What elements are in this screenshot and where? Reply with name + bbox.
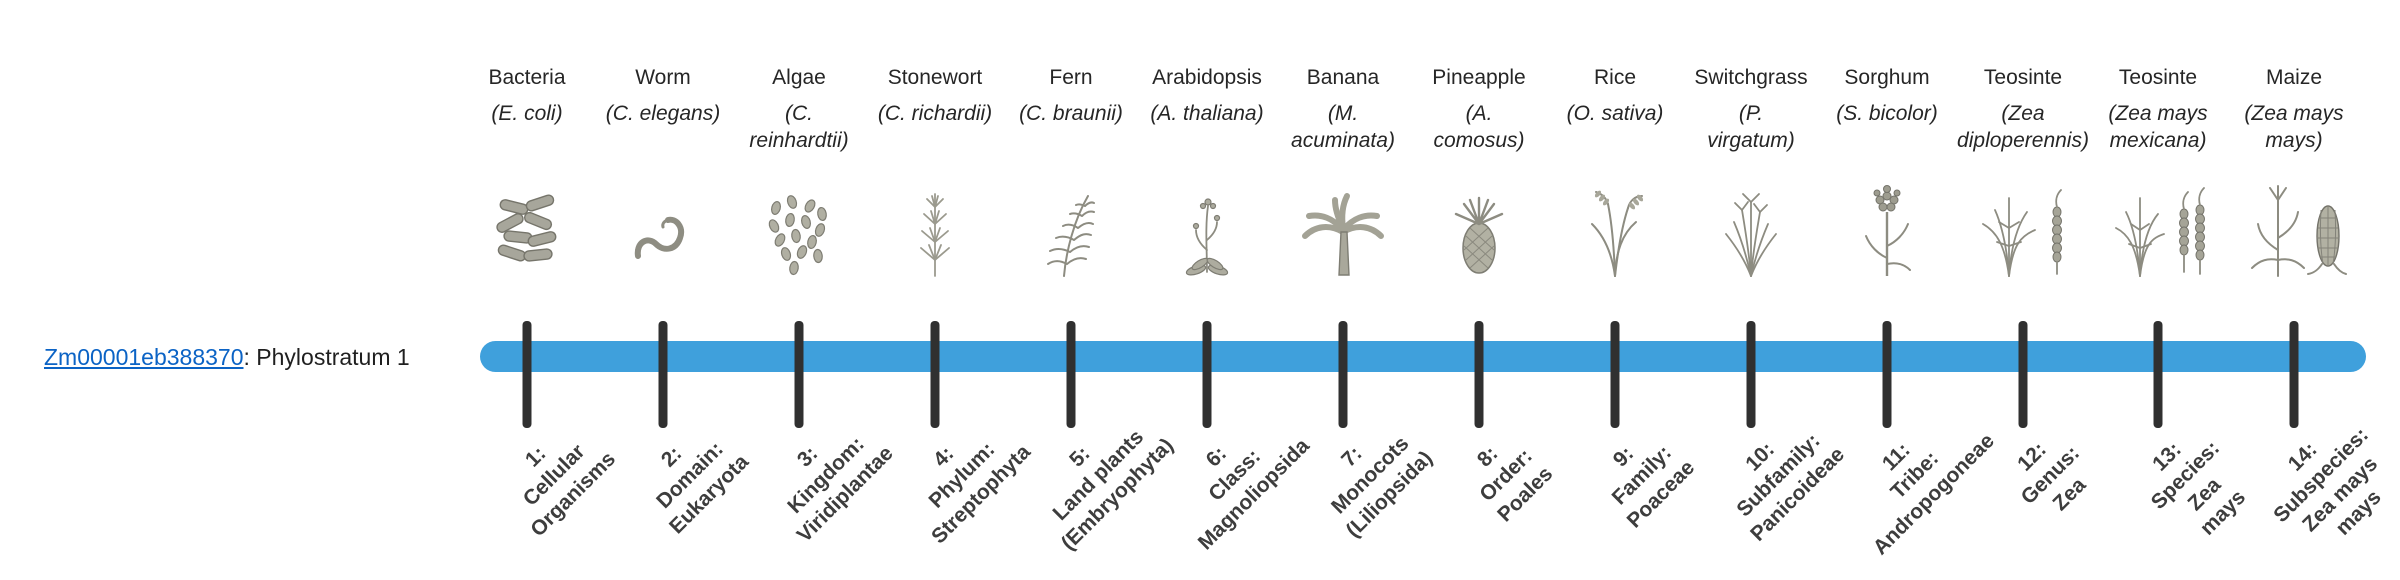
algae-icon [762, 180, 836, 280]
timeline-bar [480, 341, 2366, 372]
organism-scientific-name: (M. acuminata) [1291, 102, 1395, 153]
timeline-tick [1746, 321, 1756, 428]
teosinte-diploperennis-icon [1969, 180, 2077, 280]
organism-common-name: Worm [635, 66, 691, 89]
gene-id-link[interactable]: Zm00001eb388370 [44, 344, 244, 370]
phylostratum-label: : Phylostratum 1 [243, 344, 410, 370]
teosinte-mexicana-icon [2104, 180, 2212, 280]
organism-scientific-name: (Zea mays mexicana) [2108, 102, 2208, 153]
organism-common-name: Pineapple [1432, 66, 1526, 89]
organism-scientific-name: (E. coli) [491, 102, 563, 125]
maize-icon [2240, 180, 2348, 280]
timeline-tick [658, 321, 668, 428]
organism-common-name: Bacteria [488, 66, 566, 89]
stonewort-icon [898, 180, 972, 280]
fern-icon [1034, 180, 1108, 280]
organism-common-name: Teosinte [2118, 66, 2198, 89]
organism-common-name: Fern [1049, 66, 1093, 89]
organism-scientific-name: (C. braunii) [1019, 102, 1123, 125]
organism-common-name: Stonewort [887, 66, 983, 89]
timeline-tick [1338, 321, 1348, 428]
organism-common-name: Sorghum [1844, 66, 1930, 89]
timeline-tick [2289, 321, 2299, 428]
organism-scientific-name: (A. thaliana) [1150, 102, 1264, 125]
timeline-tick [1066, 321, 1076, 428]
organism-common-name: Rice [1593, 66, 1637, 89]
organism-scientific-name: (A. comosus) [1433, 102, 1525, 153]
timeline-tick [1610, 321, 1620, 428]
organism-common-name: Banana [1306, 66, 1380, 89]
timeline-tick [794, 321, 804, 428]
organism-scientific-name: (P. virgatum) [1707, 102, 1795, 153]
banana-icon [1297, 180, 1389, 280]
organism-scientific-name: (C. richardii) [877, 102, 993, 125]
arabidopsis-icon [1170, 180, 1244, 280]
organism-common-name: Teosinte [1983, 66, 2063, 89]
worm-icon [626, 180, 700, 280]
organism-common-name: Switchgrass [1694, 66, 1808, 89]
organism-scientific-name: (Zea diploperennis) [1957, 102, 2089, 153]
timeline-tick [930, 321, 940, 428]
organism-common-name: Algae [772, 66, 826, 89]
timeline-tick [1882, 321, 1892, 428]
organism-scientific-name: (C. reinhardtii) [749, 102, 849, 153]
rice-icon [1578, 180, 1652, 280]
organism-scientific-name: (S. bicolor) [1836, 102, 1938, 125]
timeline-tick [2018, 321, 2028, 428]
organism-scientific-name: (C. elegans) [605, 102, 721, 125]
organism-common-name: Arabidopsis [1152, 66, 1262, 89]
sorghum-icon [1850, 180, 1924, 280]
pineapple-icon [1442, 180, 1516, 280]
gene-row-label: Zm00001eb388370: Phylostratum 1 [44, 344, 410, 371]
timeline-tick [522, 321, 532, 428]
organism-scientific-name: (Zea mays mays) [2244, 102, 2344, 153]
organism-common-name: Maize [2265, 66, 2323, 89]
timeline-tick [2153, 321, 2163, 428]
switchgrass-icon [1714, 180, 1788, 280]
timeline-tick [1474, 321, 1484, 428]
bacteria-icon [490, 180, 564, 280]
organism-scientific-name: (O. sativa) [1566, 102, 1664, 125]
timeline-tick [1202, 321, 1212, 428]
